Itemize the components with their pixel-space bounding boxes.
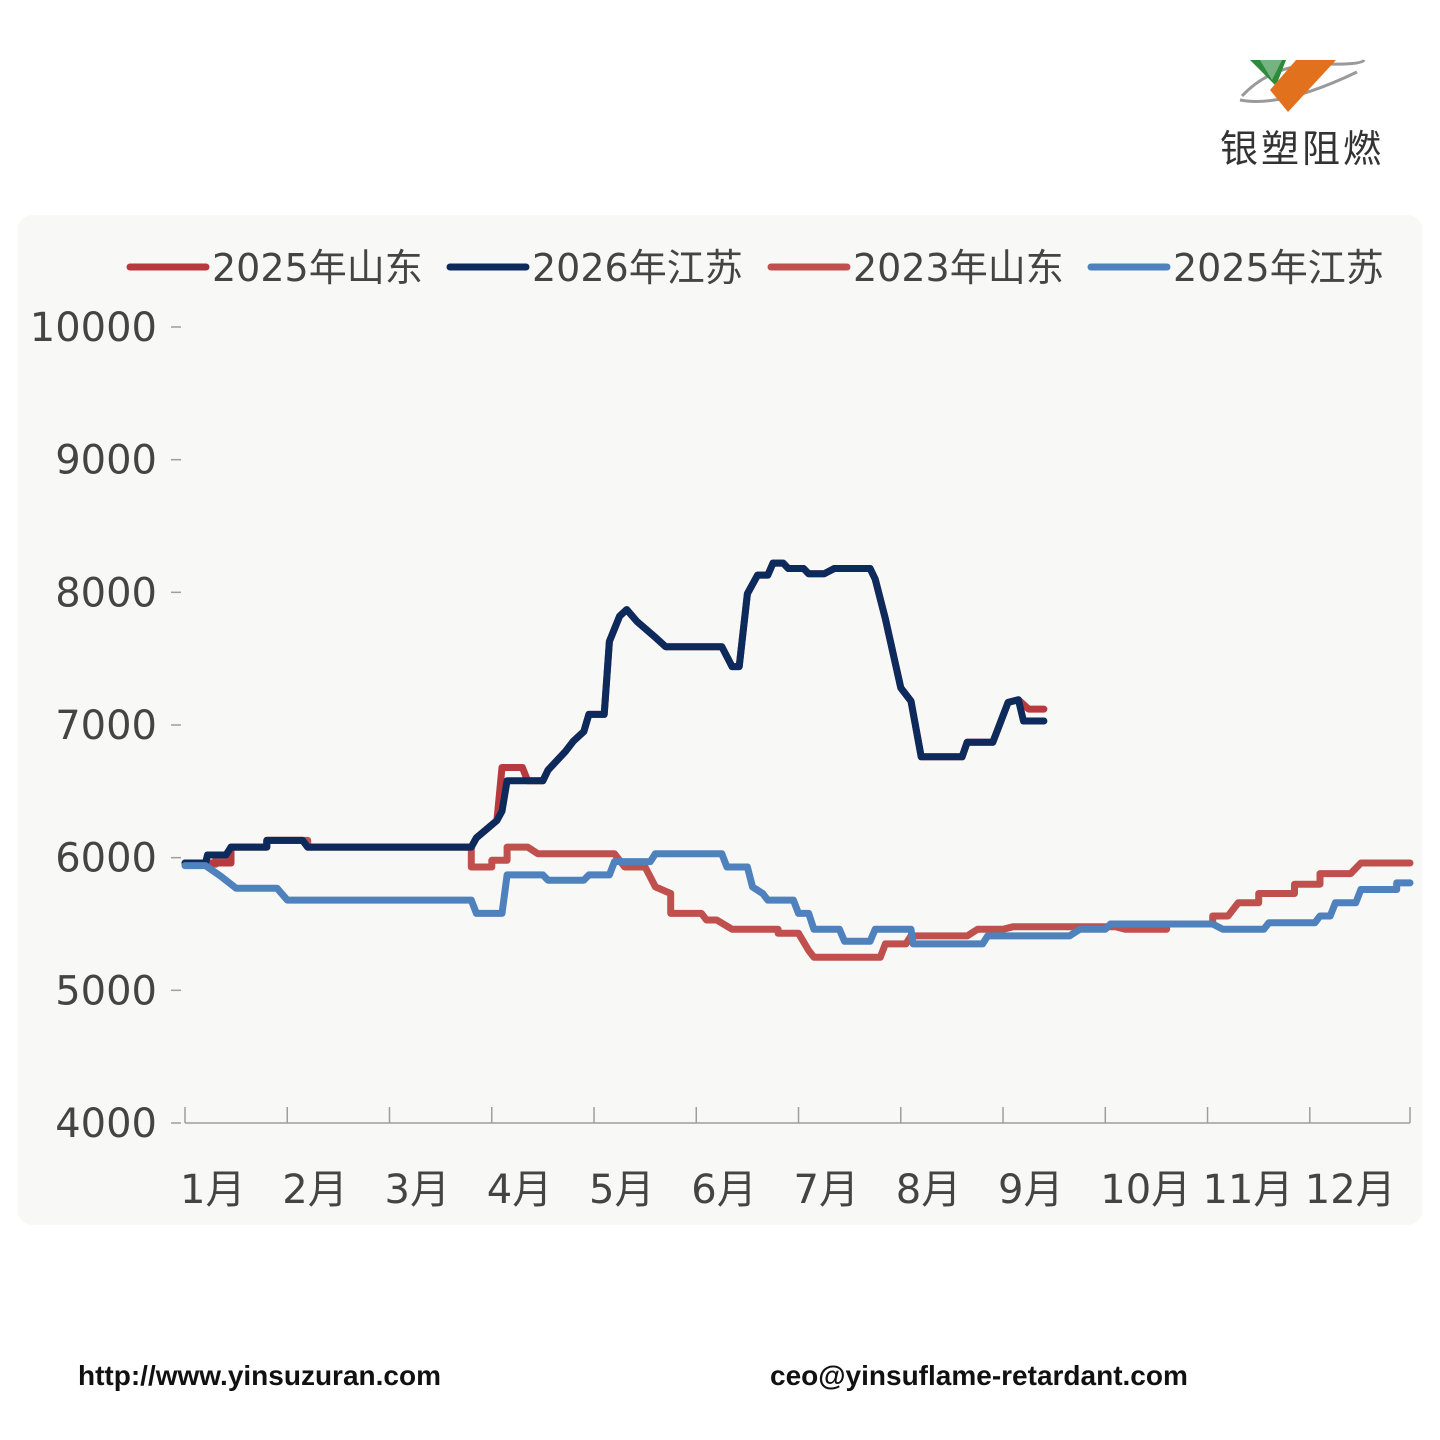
website-url[interactable]: http://www.yinsuzuran.com [78,1360,441,1391]
logo-v-icon [1239,58,1366,112]
legend-label: 2025年江苏 [1173,246,1384,290]
series-line-3 [181,559,1048,867]
y-tick-label: 5000 [55,968,157,1014]
y-tick-label: 10000 [30,305,157,351]
y-tick-label: 9000 [55,438,157,484]
x-tick-label: 7月 [794,1167,859,1213]
series-group [181,559,1414,961]
x-tick-label: 11月 [1203,1167,1294,1213]
x-tick-label: 2月 [282,1167,347,1213]
y-tick-label: 8000 [55,570,157,616]
y-axis: 4000 5000 6000 7000 8000 9000 10000 [30,305,181,1147]
chart-legend: 2025年山东 2026年江苏 2023年山东 2025年江苏 [126,246,1384,290]
series-line-4 [181,850,1414,948]
x-tick-label: 1月 [180,1167,245,1213]
line-chart: 2025年山东 2026年江苏 2023年山东 2025年江苏 4000 5000 600… [30,246,1414,1213]
series-line-1 [181,836,1414,961]
x-tick-label: 5月 [589,1167,654,1213]
x-tick-label: 10月 [1100,1167,1191,1213]
x-tick-label: 12月 [1305,1167,1396,1213]
brand-logo [1212,50,1392,170]
brand-name: 银塑阻燃 [1219,127,1384,171]
legend-label: 2026年江苏 [532,246,743,290]
x-tick-label: 8月 [896,1167,961,1213]
y-tick-label: 6000 [55,836,157,882]
x-axis: 1月 2月 3月 4月 5月 6月 7月 8月 9月 10月 11月 12月 [180,1107,1411,1213]
legend-label: 2023年山东 [853,246,1064,290]
y-tick-label: 4000 [55,1101,157,1147]
x-tick-label: 3月 [385,1167,450,1213]
x-tick-label: 6月 [691,1167,756,1213]
x-tick-label: 9月 [998,1167,1063,1213]
contact-email[interactable]: ceo@yinsuflame-retardant.com [770,1360,1188,1391]
y-tick-label: 7000 [55,703,157,749]
x-tick-label: 4月 [487,1167,552,1213]
chart-panel: 2025年山东 2026年江苏 2023年山东 2025年江苏 4000 5000 600… [18,215,1422,1225]
legend-label: 2025年山东 [212,246,423,290]
